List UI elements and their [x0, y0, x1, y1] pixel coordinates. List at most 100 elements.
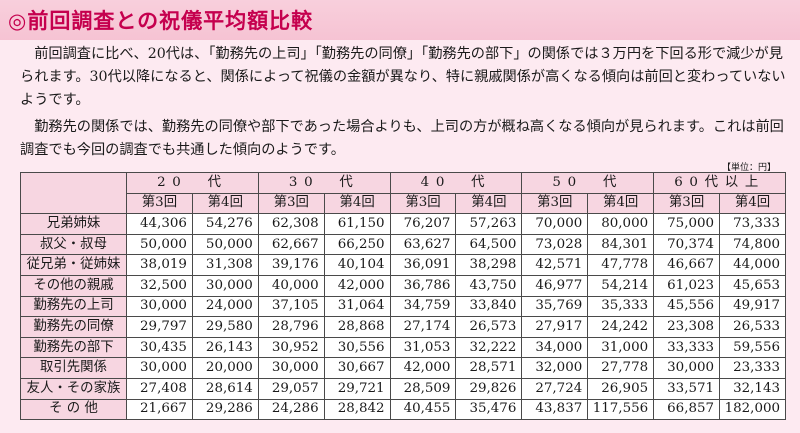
value-cell: 39,176 [257, 254, 325, 276]
round-header: 第3回 [126, 192, 193, 215]
value-cell: 27,174 [389, 316, 457, 338]
age-group-header-row: 20 代 30 代 40 代 50 代 60代以上 [20, 171, 786, 215]
value-cell: 23,308 [653, 316, 721, 338]
value-cell: 31,064 [323, 295, 391, 318]
value-cell: 50,000 [191, 233, 259, 256]
table-row: 勤務先の部下 30,435 26,143 30,952 30,556 31,053 32,2… [20, 336, 786, 359]
value-cell: 40,000 [257, 274, 325, 297]
value-cell: 70,000 [521, 213, 589, 235]
row-label: そ の 他 [20, 398, 127, 421]
value-cell: 28,614 [191, 377, 259, 400]
unit-note: 【単位：円】 [721, 163, 776, 173]
value-cell: 44,306 [126, 213, 193, 235]
row-label: その他の親戚 [20, 274, 127, 297]
value-cell: 57,263 [455, 213, 523, 235]
round-header: 第4回 [323, 192, 391, 215]
value-cell: 27,724 [521, 377, 589, 400]
value-cell: 38,019 [126, 254, 193, 276]
value-cell: 30,556 [323, 336, 391, 359]
value-cell: 30,000 [126, 357, 193, 379]
value-cell: 50,000 [126, 233, 193, 256]
value-cell: 63,627 [389, 233, 457, 256]
value-cell: 66,857 [653, 398, 721, 421]
value-cell: 36,091 [389, 254, 457, 276]
value-cell: 30,952 [257, 336, 325, 359]
value-cell: 29,286 [191, 398, 259, 421]
value-cell: 45,653 [719, 274, 786, 297]
value-cell: 28,509 [389, 377, 457, 400]
round-header: 第4回 [455, 192, 523, 215]
round-header: 第3回 [389, 192, 457, 215]
value-cell: 34,759 [389, 295, 457, 318]
age-group-header: 30 代 [257, 172, 391, 194]
age-group-header: 20 代 [126, 172, 259, 194]
value-cell: 24,242 [587, 316, 655, 338]
row-label: 従兄弟・従姉妹 [20, 254, 127, 276]
value-cell: 76,207 [389, 213, 457, 235]
round-header: 第3回 [521, 192, 589, 215]
value-cell: 29,580 [191, 316, 259, 338]
value-cell: 43,750 [455, 274, 523, 297]
table-row: 友人・その家族 27,408 28,614 29,057 29,721 28,509 29,… [20, 377, 786, 400]
value-cell: 33,840 [455, 295, 523, 318]
value-cell: 42,000 [389, 357, 457, 379]
value-cell: 33,571 [653, 377, 721, 400]
value-cell: 80,000 [587, 213, 655, 235]
value-cell: 62,308 [257, 213, 325, 235]
value-cell: 54,276 [191, 213, 259, 235]
value-cell: 30,667 [323, 357, 391, 379]
value-cell: 26,533 [719, 316, 786, 338]
value-cell: 47,778 [587, 254, 655, 276]
value-cell: 27,778 [587, 357, 655, 379]
value-cell: 23,333 [719, 357, 786, 379]
value-cell: 32,500 [126, 274, 193, 297]
value-cell: 30,000 [191, 274, 259, 297]
round-header: 第4回 [719, 192, 786, 215]
value-cell: 26,573 [455, 316, 523, 338]
value-cell: 31,053 [389, 336, 457, 359]
table-row: 取引先関係 30,000 20,000 30,000 30,667 42,000 28,57… [20, 357, 786, 379]
value-cell: 30,000 [653, 357, 721, 379]
round-header: 第3回 [257, 192, 325, 215]
value-cell: 117,556 [587, 398, 655, 421]
value-cell: 42,000 [323, 274, 391, 297]
value-cell: 24,000 [191, 295, 259, 318]
table-row: 勤務先の同僚 29,797 29,580 28,796 28,868 27,174 26,5… [20, 316, 786, 338]
row-label: 取引先関係 [20, 357, 127, 379]
value-cell: 27,408 [126, 377, 193, 400]
value-cell: 40,104 [323, 254, 391, 276]
row-label: 叔父・叔母 [20, 233, 127, 256]
value-cell: 35,333 [587, 295, 655, 318]
value-cell: 35,769 [521, 295, 589, 318]
value-cell: 20,000 [191, 357, 259, 379]
value-cell: 29,826 [455, 377, 523, 400]
value-cell: 64,500 [455, 233, 523, 256]
table-row: 叔父・叔母 50,000 50,000 62,667 66,250 63,627 64,50… [20, 233, 786, 256]
row-label: 兄弟姉妹 [20, 213, 127, 235]
title-bar [0, 0, 800, 40]
comparison-table: 20 代 30 代 40 代 50 代 60代以上 第3回 第4回 第3回 第4… [20, 171, 786, 421]
value-cell: 30,435 [126, 336, 193, 359]
row-label: 勤務先の上司 [20, 295, 127, 318]
table-row: 勤務先の上司 30,000 24,000 37,105 31,064 34,759 33,8… [20, 295, 786, 318]
value-cell: 38,298 [455, 254, 523, 276]
value-cell: 21,667 [126, 398, 193, 421]
round-header: 第4回 [191, 192, 259, 215]
value-cell: 32,143 [719, 377, 786, 400]
value-cell: 30,000 [257, 357, 325, 379]
age-group-header: 60代以上 [653, 172, 786, 194]
value-cell: 26,143 [191, 336, 259, 359]
value-cell: 29,797 [126, 316, 193, 338]
value-cell: 62,667 [257, 233, 325, 256]
round-header: 第3回 [653, 192, 721, 215]
value-cell: 61,023 [653, 274, 721, 297]
value-cell: 29,721 [323, 377, 391, 400]
value-cell: 70,374 [653, 233, 721, 256]
value-cell: 73,333 [719, 213, 786, 235]
value-cell: 27,917 [521, 316, 589, 338]
value-cell: 73,028 [521, 233, 589, 256]
value-cell: 24,286 [257, 398, 325, 421]
row-label: 勤務先の同僚 [20, 316, 127, 338]
value-cell: 54,214 [587, 274, 655, 297]
round-header: 第4回 [587, 192, 655, 215]
